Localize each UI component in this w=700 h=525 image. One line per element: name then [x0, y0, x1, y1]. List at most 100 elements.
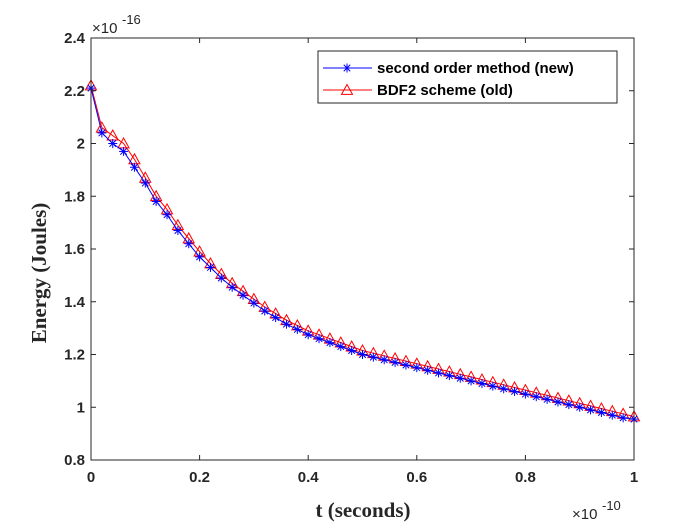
data-point-new [412, 363, 422, 373]
y-axis-title: Energy (Joules) [27, 203, 51, 344]
series-layer [84, 78, 641, 424]
asterisk-stroke [337, 342, 345, 351]
data-point-new [97, 128, 107, 138]
data-point-new [607, 410, 617, 420]
y-exponent-power: -16 [122, 12, 141, 27]
data-point-new [249, 298, 259, 308]
asterisk-stroke [402, 361, 410, 369]
data-point-new [162, 210, 172, 220]
x-tick-label: 0.6 [406, 469, 427, 486]
data-point-new [596, 408, 606, 418]
asterisk-stroke [565, 401, 573, 409]
data-point-new [390, 357, 400, 367]
data-point-new [564, 400, 574, 410]
data-point-new [368, 352, 378, 362]
data-point-new [119, 146, 129, 156]
asterisk-stroke [98, 129, 106, 137]
data-point-new [586, 405, 596, 415]
asterisk-stroke [608, 411, 616, 419]
asterisk-stroke [130, 163, 139, 171]
asterisk-stroke [380, 356, 388, 364]
data-point-new [434, 368, 444, 378]
axes-layer: 0 0.2 0.4 0.6 0.8 1 0.8 1 1.2 1.4 1.6 1.8 2 2.2 2.4 [64, 30, 638, 486]
data-point-new [401, 360, 411, 370]
asterisk-stroke [196, 253, 204, 261]
asterisk-stroke [174, 226, 182, 235]
data-point-new [271, 313, 281, 323]
asterisk-stroke [521, 390, 529, 398]
asterisk-stroke [163, 211, 171, 219]
asterisk-stroke [358, 350, 367, 359]
asterisk-stroke [510, 387, 519, 396]
data-point-new [553, 397, 563, 407]
data-point-new [499, 384, 509, 394]
data-point-new [129, 162, 139, 172]
data-point-new [336, 342, 346, 352]
asterisk-stroke [619, 414, 627, 422]
asterisk-stroke [391, 358, 399, 367]
y-tick-label: 1.8 [64, 188, 85, 205]
asterisk-stroke [434, 369, 443, 377]
asterisk-stroke [261, 307, 269, 315]
x-exponent-power: -10 [602, 498, 621, 513]
data-point-new [575, 402, 585, 412]
data-point-new [151, 197, 161, 207]
plot-background [91, 38, 634, 460]
data-point-new [238, 290, 248, 300]
data-point-new [173, 226, 183, 236]
asterisk-stroke [597, 408, 606, 417]
asterisk-stroke [413, 364, 421, 372]
data-point-new [488, 381, 498, 391]
asterisk-stroke [543, 395, 551, 403]
data-point-new [347, 346, 357, 356]
asterisk-stroke [348, 346, 356, 355]
asterisk-stroke [554, 398, 562, 406]
data-point-new [466, 376, 476, 386]
x-tick-label: 0.4 [298, 469, 320, 486]
asterisk-stroke [467, 377, 475, 385]
x-tick-label: 0 [87, 469, 95, 486]
y-exponent-base: ×10 [92, 20, 117, 37]
y-tick-label: 1.4 [64, 294, 86, 311]
asterisk-stroke [293, 325, 301, 334]
data-point-new [281, 319, 291, 329]
data-point-new [531, 392, 541, 402]
data-point-new [358, 350, 367, 359]
asterisk-stroke [304, 331, 312, 339]
asterisk-stroke [478, 379, 486, 388]
asterisk-stroke [315, 335, 323, 343]
data-point-new [618, 413, 628, 423]
x-tick-label: 0.8 [515, 469, 536, 486]
asterisk-stroke [282, 320, 291, 328]
y-tick-label: 1.2 [64, 347, 85, 364]
x-exponent-base: ×10 [572, 506, 597, 523]
data-point-new [423, 365, 433, 375]
y-tick-label: 1.6 [64, 241, 85, 258]
asterisk-stroke [500, 385, 508, 393]
asterisk-stroke [489, 382, 497, 390]
asterisk-stroke [445, 372, 453, 380]
y-tick-label: 2.4 [64, 30, 86, 47]
asterisk-stroke [217, 274, 225, 282]
asterisk-stroke [532, 393, 540, 401]
data-point-new [292, 324, 302, 334]
data-point-new [195, 252, 205, 262]
x-axis-title: t (seconds) [315, 498, 410, 522]
data-point-new [455, 373, 465, 383]
asterisk-stroke [206, 263, 215, 272]
data-point-new [184, 239, 194, 249]
data-point-new [108, 139, 118, 148]
legend-label-new: second order method (new) [377, 60, 574, 77]
data-point-new [510, 386, 520, 396]
legend-marker-new [342, 63, 352, 73]
asterisk-stroke [586, 406, 595, 414]
data-point-new [205, 262, 215, 272]
y-tick-label: 2 [77, 136, 85, 153]
plot-area [91, 38, 634, 460]
legend-triangle-icon [340, 83, 354, 95]
asterisk-stroke [228, 283, 236, 291]
y-tick-label: 1 [77, 399, 85, 416]
x-tick-label: 0.2 [189, 469, 210, 486]
legend-box [317, 50, 618, 104]
